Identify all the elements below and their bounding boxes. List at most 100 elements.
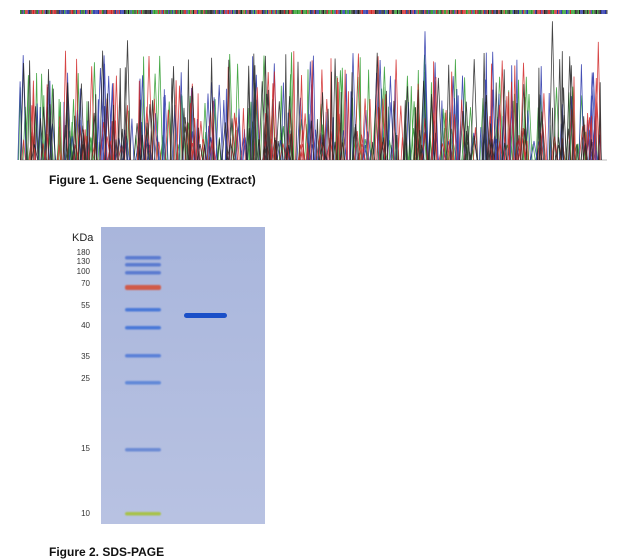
base-letter (173, 10, 175, 14)
base-letter (56, 10, 58, 14)
figure-caption: Figure 2. SDS-PAGE (49, 545, 164, 559)
base-letter (458, 10, 460, 14)
base-letter (417, 10, 419, 14)
base-letter (112, 10, 114, 14)
base-letter (504, 10, 506, 14)
base-letter (238, 10, 240, 14)
base-letter (365, 10, 367, 14)
base-letter (212, 10, 214, 14)
base-letter (550, 10, 552, 14)
base-letter (498, 10, 500, 14)
base-letter (554, 10, 556, 14)
base-letter (439, 10, 441, 14)
base-letter (117, 10, 119, 14)
base-letter (101, 10, 103, 14)
base-letter (233, 10, 235, 14)
base-letter (489, 10, 491, 14)
base-letter (228, 10, 230, 14)
base-letter (537, 10, 539, 14)
base-letter (569, 10, 571, 14)
base-letter (589, 10, 591, 14)
base-letter (118, 10, 120, 14)
marker-band (125, 354, 161, 358)
base-letter (274, 10, 276, 14)
base-letter (351, 10, 353, 14)
base-letter (285, 10, 287, 14)
base-letter (477, 10, 479, 14)
base-letter (296, 10, 298, 14)
base-letter (437, 10, 439, 14)
base-letter (488, 10, 490, 14)
gel (101, 227, 265, 524)
base-letter (40, 10, 42, 14)
base-letter (53, 10, 55, 14)
base-letter (384, 10, 386, 14)
base-letter (374, 10, 376, 14)
base-letter (546, 10, 548, 14)
base-letter (276, 10, 278, 14)
marker-label: 10 (81, 509, 90, 518)
base-letter (363, 10, 365, 14)
base-letter (426, 10, 428, 14)
base-letter (221, 10, 223, 14)
base-letter (430, 10, 432, 14)
marker-band (125, 263, 161, 267)
base-letter (369, 10, 371, 14)
sample-band (184, 313, 227, 318)
base-letter (339, 10, 341, 14)
base-letter (343, 10, 345, 14)
base-letter (580, 10, 582, 14)
base-letter (220, 10, 222, 14)
base-letter (202, 10, 204, 14)
base-letter (367, 10, 369, 14)
base-letter (287, 10, 289, 14)
base-letter (588, 10, 590, 14)
base-letter (573, 10, 575, 14)
base-letter (189, 10, 191, 14)
base-letter (237, 10, 239, 14)
base-letter (481, 10, 483, 14)
base-letter (31, 10, 33, 14)
base-letter (553, 10, 555, 14)
base-letter (46, 10, 48, 14)
base-letter (419, 10, 421, 14)
base-letter (493, 10, 495, 14)
base-letter (42, 10, 44, 14)
base-letter (434, 10, 436, 14)
base-letter (241, 10, 243, 14)
base-letter (606, 10, 608, 14)
base-letter (300, 10, 302, 14)
base-letter (298, 10, 300, 14)
base-letter (20, 10, 22, 14)
base-letter (532, 10, 534, 14)
base-letter (181, 10, 183, 14)
base-letter (462, 10, 464, 14)
base-letter (215, 10, 217, 14)
base-letter (603, 10, 605, 14)
base-letter (100, 10, 102, 14)
base-letter (260, 10, 262, 14)
base-letter (373, 10, 375, 14)
base-letter (326, 10, 328, 14)
base-letter (33, 10, 35, 14)
base-letter (48, 10, 50, 14)
base-letter (545, 10, 547, 14)
base-letter (494, 10, 496, 14)
base-letter (307, 10, 309, 14)
base-letter (559, 10, 561, 14)
base-letter (536, 10, 538, 14)
marker-band (125, 381, 161, 385)
base-letter (332, 10, 334, 14)
base-letter (267, 10, 269, 14)
base-letter (55, 10, 57, 14)
base-letter (320, 10, 322, 14)
base-letter (597, 10, 599, 14)
base-letter (382, 10, 384, 14)
base-letter (425, 10, 427, 14)
base-letter (39, 10, 41, 14)
base-letter (495, 10, 497, 14)
base-letter (391, 10, 393, 14)
base-letter (73, 10, 75, 14)
base-letter (72, 10, 74, 14)
